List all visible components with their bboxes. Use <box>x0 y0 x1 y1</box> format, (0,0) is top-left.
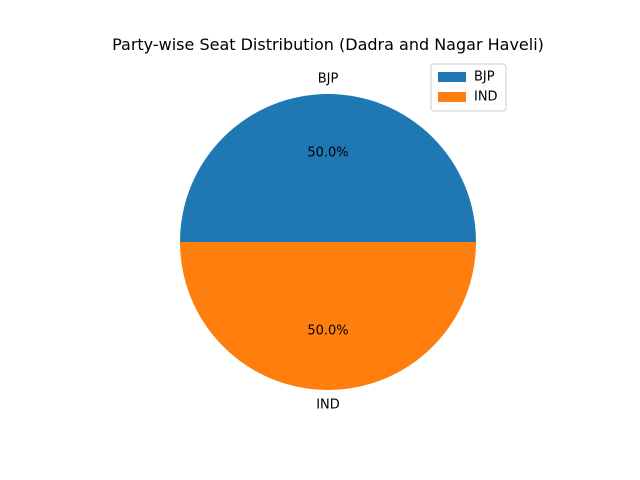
pie-slice-bjp <box>180 94 476 242</box>
legend: BJP IND <box>430 63 507 112</box>
percent-label-bjp: 50.0% <box>307 146 348 161</box>
legend-label-ind: IND <box>474 90 498 105</box>
legend-label-bjp: BJP <box>474 70 495 85</box>
legend-swatch-bjp <box>438 72 466 82</box>
pie-slice-ind <box>180 242 476 390</box>
slice-label-ind: IND <box>316 397 340 412</box>
percent-label-ind: 50.0% <box>307 323 348 338</box>
slice-label-bjp: BJP <box>318 72 339 87</box>
chart-title: Party-wise Seat Distribution (Dadra and … <box>112 35 544 54</box>
legend-swatch-ind <box>438 92 466 102</box>
